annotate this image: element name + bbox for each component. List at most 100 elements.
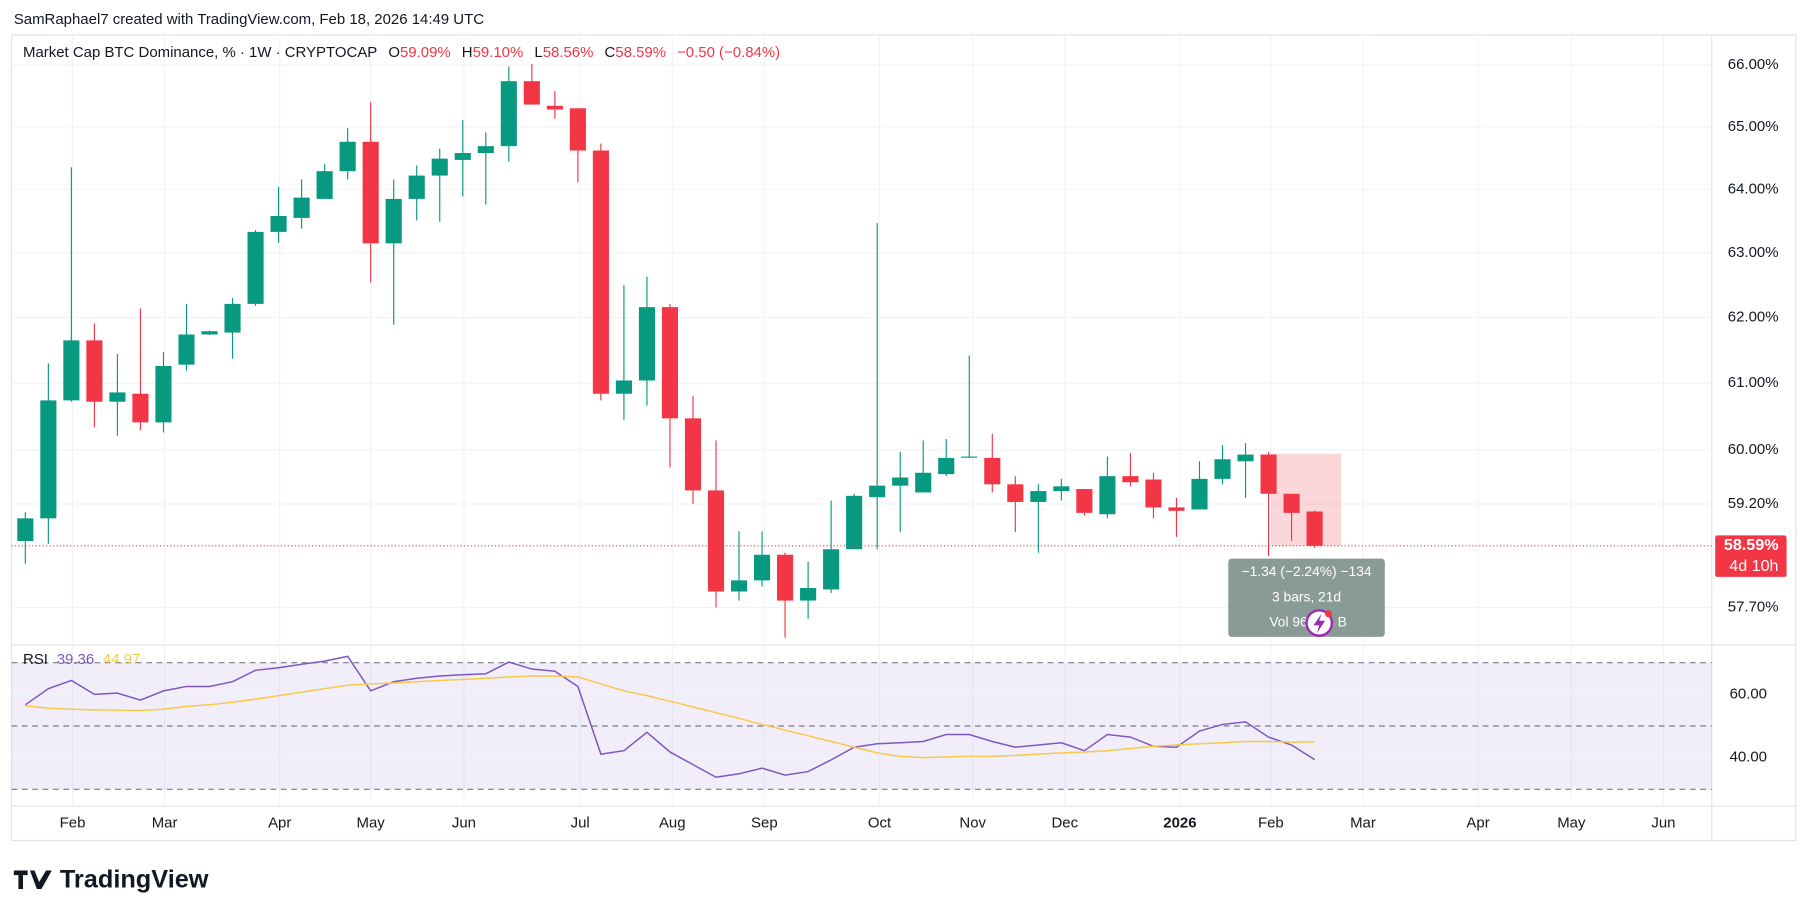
candle-body [984,457,1001,485]
candle-body [155,365,172,423]
candle-body [224,303,241,333]
candle-body [1168,507,1185,511]
candle-body [247,231,264,304]
candle-body [661,307,679,419]
candle-body [1283,493,1300,513]
grid [11,34,1712,807]
candle-body [523,81,540,105]
candle-body [1260,454,1277,494]
candle-body [777,554,794,601]
x-tick-label: 2026 [1163,814,1196,831]
candle-body [823,549,840,590]
candle-body [86,340,103,402]
x-tick-label: Feb [60,814,86,831]
candle-body [1007,484,1024,502]
legend-change: −0.50 (−0.84%) [677,44,780,61]
candle-body [385,198,402,244]
candle-body [17,518,34,541]
candle-body [408,175,425,199]
candle-body [1030,491,1047,502]
rsi-ma-value: 44.97 [103,651,140,668]
credit: SamRaphael7 created with TradingView.com… [14,11,484,28]
candle-body [270,215,287,232]
candle-body [1214,459,1231,479]
x-tick-label: Jun [452,814,476,831]
y-tick-label: 57.70% [1728,599,1779,616]
measure-range [1270,453,1342,546]
candle-body [339,141,356,172]
rsi-line [25,675,1315,759]
legend-key: C [604,44,615,61]
y-tick-label: 66.00% [1728,56,1779,73]
candle-body [1237,454,1254,462]
candle-body [178,334,195,365]
candle-body [500,81,517,147]
candle-body [892,477,909,486]
rsi-tick-label: 60.00 [1730,685,1767,702]
x-tick-label: Jul [571,814,590,831]
candle-body [615,380,632,394]
measure-volume: Vol 96 [1269,614,1308,630]
candle-body [961,456,978,458]
candle-body [869,485,886,498]
candle-body [1191,478,1208,510]
rsi-line [24,655,1316,779]
x-tick-label: Mar [1350,814,1376,831]
assistant-dot [1324,610,1332,618]
candle-body [938,457,955,475]
y-tick-label: 63.00% [1728,244,1779,261]
candle-body [40,400,57,519]
x-tick-label: Apr [1466,814,1489,831]
measure-bars: 3 bars, 21d [1272,588,1341,604]
x-tick-label: May [1557,814,1586,831]
legend-key: L [534,44,542,61]
x-tick-label: Apr [268,814,291,831]
symbol-title: Market Cap BTC Dominance, % · 1W · CRYPT… [23,44,377,61]
rsi-legend: RSI 39.36 44.97 [23,651,140,668]
candle-body [293,197,310,218]
measure-volume-unit: B [1338,614,1347,630]
legend-key: H [462,44,473,61]
candle-body [915,472,932,493]
candle-body [316,171,333,199]
candle-body [63,340,80,401]
last-price-box [1715,535,1787,577]
x-tick-label: May [357,814,386,831]
x-tick-label: Feb [1258,814,1284,831]
candle-body [707,490,725,592]
candle-body [1076,489,1093,513]
candle-body [477,146,494,154]
candle-body [592,150,609,394]
assistant-bolt [1313,613,1325,634]
logo-text: TradingView [60,866,209,894]
x-tick-label: Oct [868,814,892,831]
legend-value: 58.59% [615,44,666,61]
x-tick-label: Dec [1052,814,1079,831]
x-tick-label: Nov [959,814,986,831]
candle-body [846,495,863,550]
y-tick-label: 65.00% [1728,118,1779,135]
logo-mark [13,870,52,889]
candle-body [638,307,656,381]
candle-body [431,158,448,176]
x-tick-label: Sep [751,814,778,831]
rsi-value: 39.36 [57,651,94,668]
y-tick-label: 60.00% [1728,441,1779,458]
legend-value: 59.09% [400,44,451,61]
measure-change: −1.34 (−2.24%) −134 [1242,563,1372,579]
candle-body [546,105,563,110]
candle-body [109,392,126,402]
legend-value: 59.10% [473,44,524,61]
rsi-tick-label: 40.00 [1730,749,1767,766]
measure-tooltip [1228,558,1385,637]
rsi-title: RSI [23,651,48,668]
candle-body [1306,511,1323,546]
candle-body [800,588,817,601]
x-tick-label: Mar [152,814,178,831]
countdown-label: 4d 10h [1729,557,1778,575]
x-tick-label: Jun [1651,814,1675,831]
chart-title: Market Cap BTC Dominance, % · 1W · CRYPT… [23,44,780,61]
